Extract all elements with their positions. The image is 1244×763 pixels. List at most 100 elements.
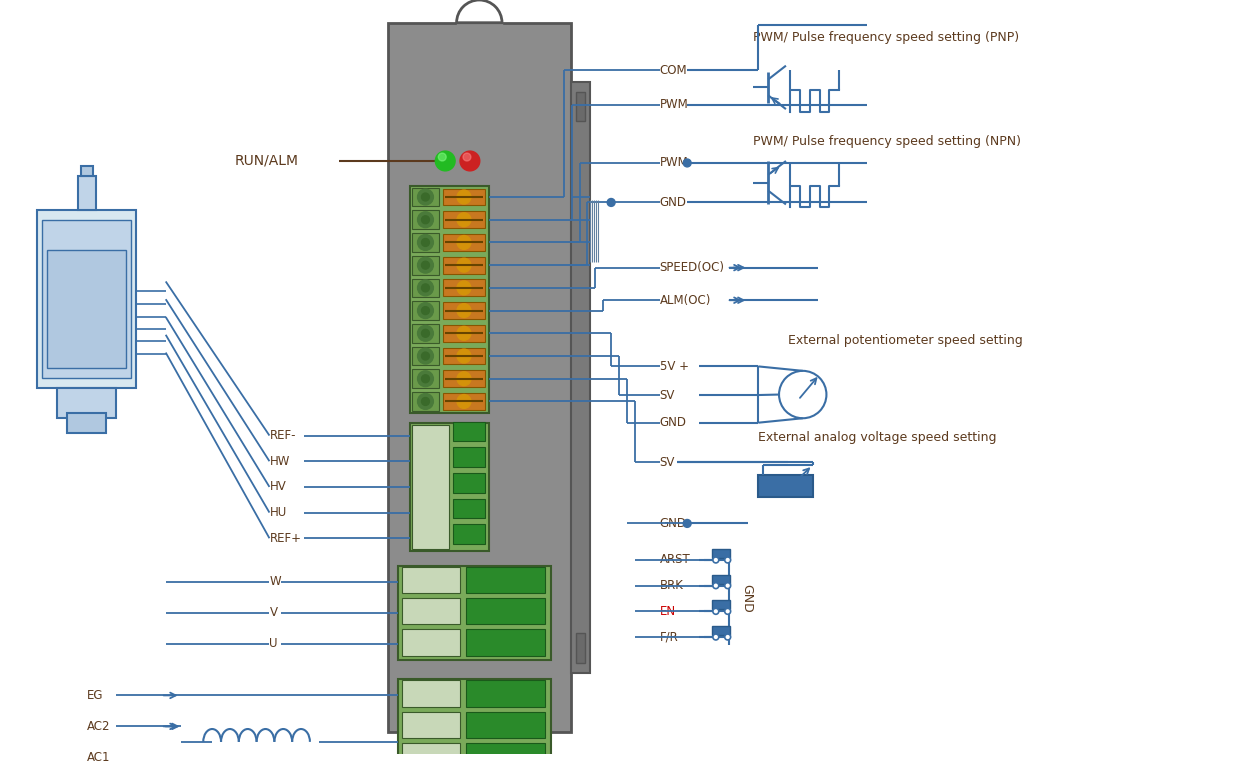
Circle shape [457,236,471,250]
FancyBboxPatch shape [712,626,730,635]
FancyBboxPatch shape [37,211,136,388]
Circle shape [725,608,730,614]
FancyBboxPatch shape [712,549,730,558]
FancyBboxPatch shape [412,301,439,320]
Wedge shape [457,0,503,23]
Circle shape [683,520,692,527]
Circle shape [422,307,429,314]
FancyBboxPatch shape [78,175,96,211]
Circle shape [457,327,471,340]
Circle shape [418,394,433,410]
Text: BRK: BRK [659,579,683,592]
FancyBboxPatch shape [759,475,812,497]
FancyBboxPatch shape [412,324,439,343]
Text: PWM: PWM [659,98,688,111]
Text: PWM/ Pulse frequency speed setting (PNP): PWM/ Pulse frequency speed setting (PNP) [754,31,1020,44]
FancyBboxPatch shape [466,743,545,763]
FancyBboxPatch shape [402,743,460,763]
Circle shape [463,153,471,161]
FancyBboxPatch shape [466,681,545,707]
Circle shape [418,212,433,227]
Text: ARST: ARST [659,553,690,566]
Circle shape [422,375,429,383]
FancyBboxPatch shape [443,302,485,319]
Circle shape [725,557,730,563]
Text: W: W [270,575,281,588]
Circle shape [418,303,433,318]
Circle shape [713,634,719,640]
FancyBboxPatch shape [81,166,92,175]
FancyBboxPatch shape [466,567,545,593]
Circle shape [725,583,730,588]
FancyBboxPatch shape [402,567,460,593]
Circle shape [725,634,730,640]
Circle shape [457,281,471,295]
Text: GND: GND [659,196,687,209]
Circle shape [457,372,471,385]
FancyBboxPatch shape [398,566,551,660]
FancyBboxPatch shape [453,447,485,467]
FancyBboxPatch shape [412,278,439,298]
FancyBboxPatch shape [712,600,730,610]
FancyBboxPatch shape [457,23,503,68]
FancyBboxPatch shape [412,256,439,275]
FancyBboxPatch shape [412,188,439,207]
FancyBboxPatch shape [443,211,485,228]
Text: AC1: AC1 [87,751,111,763]
Circle shape [422,284,429,291]
Circle shape [713,583,719,588]
Circle shape [713,608,719,614]
Text: SPEED(OC): SPEED(OC) [659,261,724,274]
FancyBboxPatch shape [409,185,489,413]
Circle shape [435,151,455,171]
Circle shape [422,330,429,337]
FancyBboxPatch shape [398,680,551,763]
Circle shape [457,394,471,408]
Text: PWM/ Pulse frequency speed setting (NPN): PWM/ Pulse frequency speed setting (NPN) [754,135,1021,148]
FancyBboxPatch shape [576,92,586,121]
FancyBboxPatch shape [712,575,730,584]
Text: REF-: REF- [270,429,296,442]
FancyBboxPatch shape [402,629,460,655]
FancyBboxPatch shape [57,388,117,418]
Circle shape [457,190,471,204]
FancyBboxPatch shape [412,425,449,549]
Text: HW: HW [270,455,290,468]
FancyBboxPatch shape [443,325,485,342]
FancyBboxPatch shape [402,598,460,624]
Circle shape [607,198,615,207]
Text: F/R: F/R [659,630,678,643]
Text: GND: GND [740,584,753,613]
FancyBboxPatch shape [412,211,439,229]
FancyBboxPatch shape [409,423,489,551]
FancyBboxPatch shape [453,524,485,544]
Circle shape [460,151,480,171]
Text: PWM: PWM [659,156,688,169]
Circle shape [683,159,692,167]
Circle shape [422,216,429,224]
Text: EN: EN [659,605,675,618]
Circle shape [422,261,429,269]
FancyBboxPatch shape [453,499,485,519]
FancyBboxPatch shape [67,413,107,433]
Text: External potentiometer speed setting: External potentiometer speed setting [787,334,1023,347]
Circle shape [418,280,433,296]
Text: External analog voltage speed setting: External analog voltage speed setting [759,431,996,444]
FancyBboxPatch shape [47,250,126,369]
FancyBboxPatch shape [453,422,485,442]
Text: 5V +: 5V + [659,360,688,373]
FancyBboxPatch shape [571,82,591,672]
FancyBboxPatch shape [443,234,485,251]
FancyBboxPatch shape [412,346,439,365]
Text: REF+: REF+ [270,532,301,545]
Circle shape [418,325,433,341]
Text: SV: SV [659,388,675,401]
Text: V: V [270,607,277,620]
Circle shape [418,348,433,364]
Circle shape [713,557,719,563]
FancyBboxPatch shape [443,393,485,410]
FancyBboxPatch shape [402,681,460,707]
FancyBboxPatch shape [466,598,545,624]
Circle shape [438,153,447,161]
Text: U: U [270,637,277,650]
